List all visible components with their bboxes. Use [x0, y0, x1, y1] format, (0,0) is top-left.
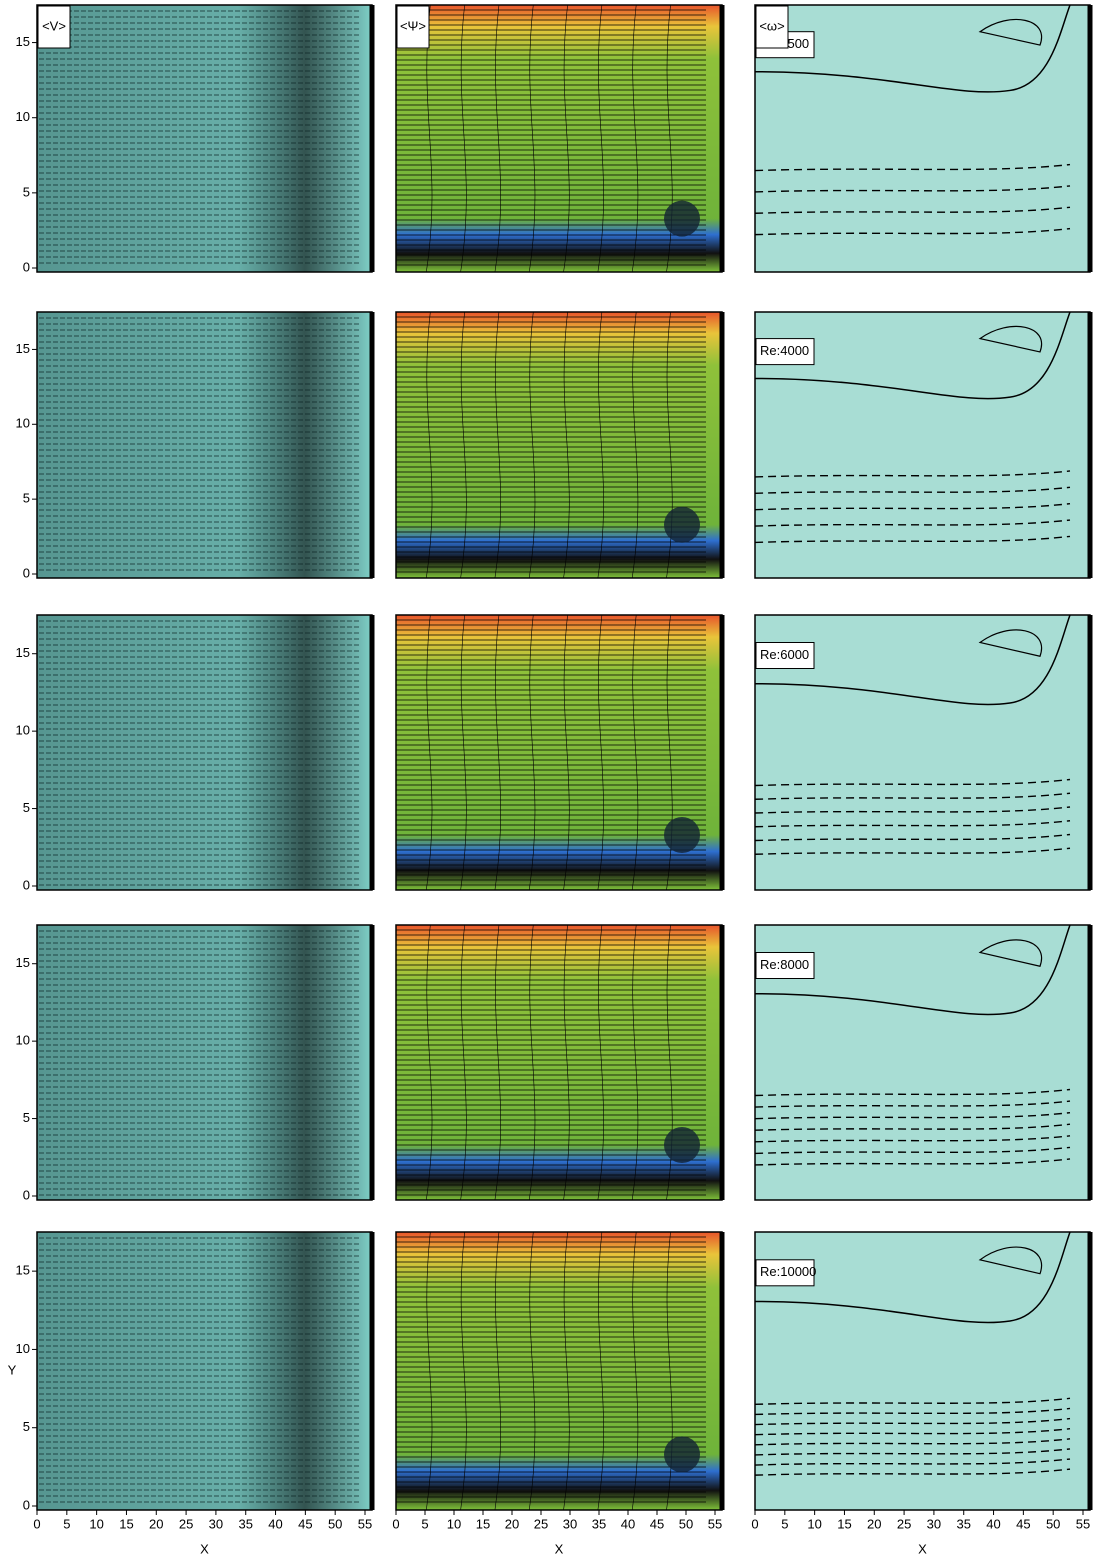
x-tick-label: 20	[505, 1516, 519, 1531]
x-tick-label: 5	[421, 1516, 428, 1531]
y-tick-label: 15	[16, 645, 30, 660]
panel	[37, 312, 372, 578]
x-tick-label: 45	[650, 1516, 664, 1531]
y-tick-label: 15	[16, 1263, 30, 1278]
y-tick-label: 5	[23, 1419, 30, 1434]
x-tick-label: 10	[447, 1516, 461, 1531]
panel	[37, 1232, 372, 1510]
panel	[37, 615, 372, 890]
column-label: <V>	[42, 18, 66, 33]
x-axis-title: X	[200, 1541, 209, 1556]
x-tick-label: 20	[867, 1516, 881, 1531]
x-tick-label: 45	[298, 1516, 312, 1531]
y-tick-label: 15	[16, 341, 30, 356]
x-tick-label: 30	[209, 1516, 223, 1531]
column-label: <Ψ>	[400, 18, 426, 33]
x-tick-label: 50	[328, 1516, 342, 1531]
x-tick-label: 50	[1046, 1516, 1060, 1531]
vortex	[664, 201, 700, 237]
x-tick-label: 0	[751, 1516, 758, 1531]
vortex	[664, 817, 700, 853]
y-tick-label: 0	[23, 1497, 30, 1512]
vector-shade	[37, 5, 372, 272]
re-label: Re:4000	[760, 343, 809, 358]
panel	[396, 615, 722, 890]
x-tick-label: 55	[358, 1516, 372, 1531]
y-tick-label: 10	[16, 1341, 30, 1356]
y-tick-label: 10	[16, 723, 30, 738]
vortex	[664, 507, 700, 543]
panel: Re:6000	[755, 615, 1090, 890]
figure: <V> <Ψ> Re:1500<ω> 0 5 10 15 Re:4000 0 5 10 15 Re:60…	[0, 0, 1106, 1563]
x-tick-label: 45	[1016, 1516, 1030, 1531]
y-tick-label: 10	[16, 109, 30, 124]
panel: <V>	[37, 5, 372, 272]
y-tick-label: 0	[23, 565, 30, 580]
panel	[396, 312, 722, 578]
y-axis-title: Y	[8, 1362, 17, 1377]
x-tick-label: 30	[927, 1516, 941, 1531]
y-tick-label: 5	[23, 1110, 30, 1125]
x-tick-label: 15	[119, 1516, 133, 1531]
panel: Re:4000	[755, 312, 1090, 578]
x-tick-label: 5	[63, 1516, 70, 1531]
y-tick-label: 15	[16, 955, 30, 970]
x-tick-label: 55	[1076, 1516, 1090, 1531]
re-label: Re:10000	[760, 1264, 816, 1279]
re-label: Re:8000	[760, 957, 809, 972]
y-tick-label: 15	[16, 34, 30, 49]
x-tick-label: 40	[986, 1516, 1000, 1531]
panel: <Ψ>	[396, 5, 722, 272]
y-tick-label: 10	[16, 1033, 30, 1048]
x-axis-title: X	[918, 1541, 927, 1556]
x-tick-label: 30	[563, 1516, 577, 1531]
y-tick-label: 5	[23, 800, 30, 815]
y-tick-label: 5	[23, 491, 30, 506]
y-tick-label: 0	[23, 1187, 30, 1202]
x-tick-label: 35	[956, 1516, 970, 1531]
x-tick-label: 15	[476, 1516, 490, 1531]
x-tick-label: 20	[149, 1516, 163, 1531]
x-tick-label: 10	[807, 1516, 821, 1531]
y-tick-label: 5	[23, 184, 30, 199]
x-tick-label: 25	[897, 1516, 911, 1531]
panel	[396, 925, 722, 1200]
column-label: <ω>	[759, 18, 784, 33]
x-tick-label: 55	[708, 1516, 722, 1531]
x-tick-label: 25	[534, 1516, 548, 1531]
panel	[37, 925, 372, 1200]
y-tick-label: 0	[23, 259, 30, 274]
panel	[396, 1232, 722, 1510]
x-tick-label: 40	[621, 1516, 635, 1531]
y-tick-label: 0	[23, 877, 30, 892]
x-tick-label: 15	[837, 1516, 851, 1531]
vortex	[664, 1436, 700, 1472]
x-tick-label: 0	[33, 1516, 40, 1531]
x-tick-label: 5	[781, 1516, 788, 1531]
x-tick-label: 50	[679, 1516, 693, 1531]
x-tick-label: 35	[238, 1516, 252, 1531]
vortex	[664, 1127, 700, 1163]
x-tick-label: 10	[89, 1516, 103, 1531]
panel: Re:1500<ω>	[755, 5, 1090, 272]
x-tick-label: 25	[179, 1516, 193, 1531]
x-tick-label: 35	[592, 1516, 606, 1531]
x-axis-title: X	[555, 1541, 564, 1556]
re-label: Re:6000	[760, 647, 809, 662]
x-tick-label: 40	[268, 1516, 282, 1531]
y-tick-label: 10	[16, 416, 30, 431]
x-tick-label: 0	[392, 1516, 399, 1531]
vector-shade	[37, 312, 372, 578]
panel: Re:8000	[755, 925, 1090, 1200]
panel: Re:10000	[755, 1232, 1090, 1510]
